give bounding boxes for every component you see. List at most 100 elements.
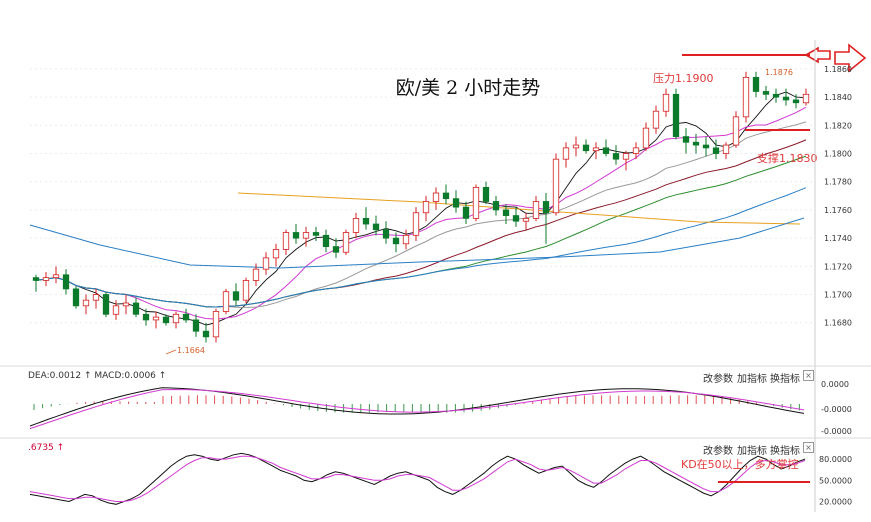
candle-body [802, 93, 810, 104]
candle-body [562, 147, 570, 160]
candle-body [362, 217, 370, 225]
price-tick-label: 1.1700 [824, 291, 852, 300]
candle-body [632, 147, 640, 154]
candle-body [292, 232, 300, 239]
candle-body [382, 229, 390, 239]
candle-body [242, 280, 250, 301]
kd-close-icon[interactable]: × [803, 442, 814, 453]
candle-body [232, 291, 240, 301]
kd-tick-label: 20.0000 [819, 497, 852, 506]
candle-body [652, 110, 660, 129]
candle-body [212, 311, 220, 338]
candle-body [492, 201, 500, 211]
macd-tick-label: 0.0000 [821, 380, 849, 389]
ma-line [35, 121, 807, 308]
candle-body [332, 246, 340, 253]
candle-body [352, 217, 360, 233]
macd-tick-label: -0.0000 [821, 427, 852, 436]
price-tick-label: 1.1720 [824, 262, 852, 271]
candle-body [432, 192, 440, 202]
candle-body [602, 147, 610, 154]
kd-tick-label: 50.0000 [819, 476, 852, 485]
candle-body [482, 186, 490, 202]
low-marker [165, 349, 177, 355]
macd-switch-indicator-button[interactable]: 换指标 [770, 374, 800, 385]
candle-body [142, 313, 150, 321]
ma-long-line [29, 217, 805, 269]
candle-body [452, 198, 460, 208]
candle-body [302, 232, 310, 239]
ma-line [35, 139, 807, 308]
candle-body [582, 144, 590, 152]
ma-line [35, 106, 807, 320]
price-tick-label: 1.1780 [824, 178, 852, 187]
candle-body [82, 299, 90, 307]
resistance-arrow-icon [834, 43, 867, 73]
candle-body [152, 316, 160, 321]
candle-body [392, 237, 400, 245]
price-grid [30, 68, 815, 324]
candle-body [172, 313, 180, 324]
candle-body [342, 232, 350, 253]
chart-title: 欧/美 2 小时走势 [396, 77, 541, 99]
candle-body [702, 144, 710, 149]
macd-tick-label: -0.0000 [821, 405, 852, 414]
kd-line [29, 455, 806, 502]
candle-body [552, 158, 560, 214]
candle-body [122, 302, 130, 307]
macd-close-icon[interactable]: × [803, 370, 814, 381]
price-tick-label: 1.1820 [824, 121, 852, 130]
candle-body [162, 316, 170, 324]
candle-body [642, 127, 650, 149]
kd-change-params-button[interactable]: 改参数 [703, 446, 733, 457]
candle-body [712, 147, 720, 154]
candle-body [692, 141, 700, 146]
candle-body [312, 232, 320, 236]
candle-body [132, 302, 140, 315]
candle-body [322, 234, 330, 247]
candle-body [532, 201, 540, 219]
candle-body [52, 274, 60, 279]
candle-body [32, 277, 40, 281]
kd-switch-indicator-button[interactable]: 换指标 [770, 446, 800, 457]
candle-body [112, 305, 120, 315]
candle-body [782, 96, 790, 101]
candle-body [522, 217, 530, 222]
ma-line [35, 91, 807, 326]
candle-body [752, 76, 760, 92]
kd-add-indicator-button[interactable]: 加指标 [737, 446, 767, 457]
candle-body [662, 93, 670, 112]
kd-panel: KD在50以上，多方掌控 [29, 452, 810, 505]
price-tick-label: 1.1840 [824, 93, 852, 102]
candle-body [72, 288, 80, 307]
price-tick-label: 1.1740 [824, 234, 852, 243]
candle-body [772, 93, 780, 98]
kd-tick-label: 80.0000 [819, 455, 852, 464]
kd-legend: .6735 ↑ [28, 443, 65, 453]
macd-change-params-button[interactable]: 改参数 [703, 374, 733, 385]
candle-body [422, 201, 430, 214]
price-tick-label: 1.1860 [824, 65, 852, 74]
price-tick-label: 1.1680 [824, 319, 852, 328]
ma-long-line [237, 192, 801, 225]
candle-body [402, 234, 410, 245]
candle-body [282, 232, 290, 250]
low-price-label: 1.1664 [177, 346, 205, 355]
candle-body [192, 319, 200, 332]
candle-body [372, 223, 380, 231]
resistance-label: 压力1.1900 [653, 72, 714, 85]
price-axis: 1.1860 1.1840 1.1820 1.1800 1.1780 1.1760 1.17… [0, 40, 871, 512]
macd-line [29, 388, 805, 430]
macd-add-indicator-button[interactable]: 加指标 [737, 374, 767, 385]
candle-body [102, 294, 110, 315]
candle-body [592, 147, 600, 152]
candle-body [732, 116, 740, 146]
candle-body [572, 144, 580, 149]
candle-body [512, 215, 520, 222]
resistance-arrow-icon [804, 46, 831, 64]
candle-body [222, 291, 230, 312]
candle-body [252, 268, 260, 281]
moving-averages [29, 91, 807, 326]
candle-body [182, 313, 190, 321]
